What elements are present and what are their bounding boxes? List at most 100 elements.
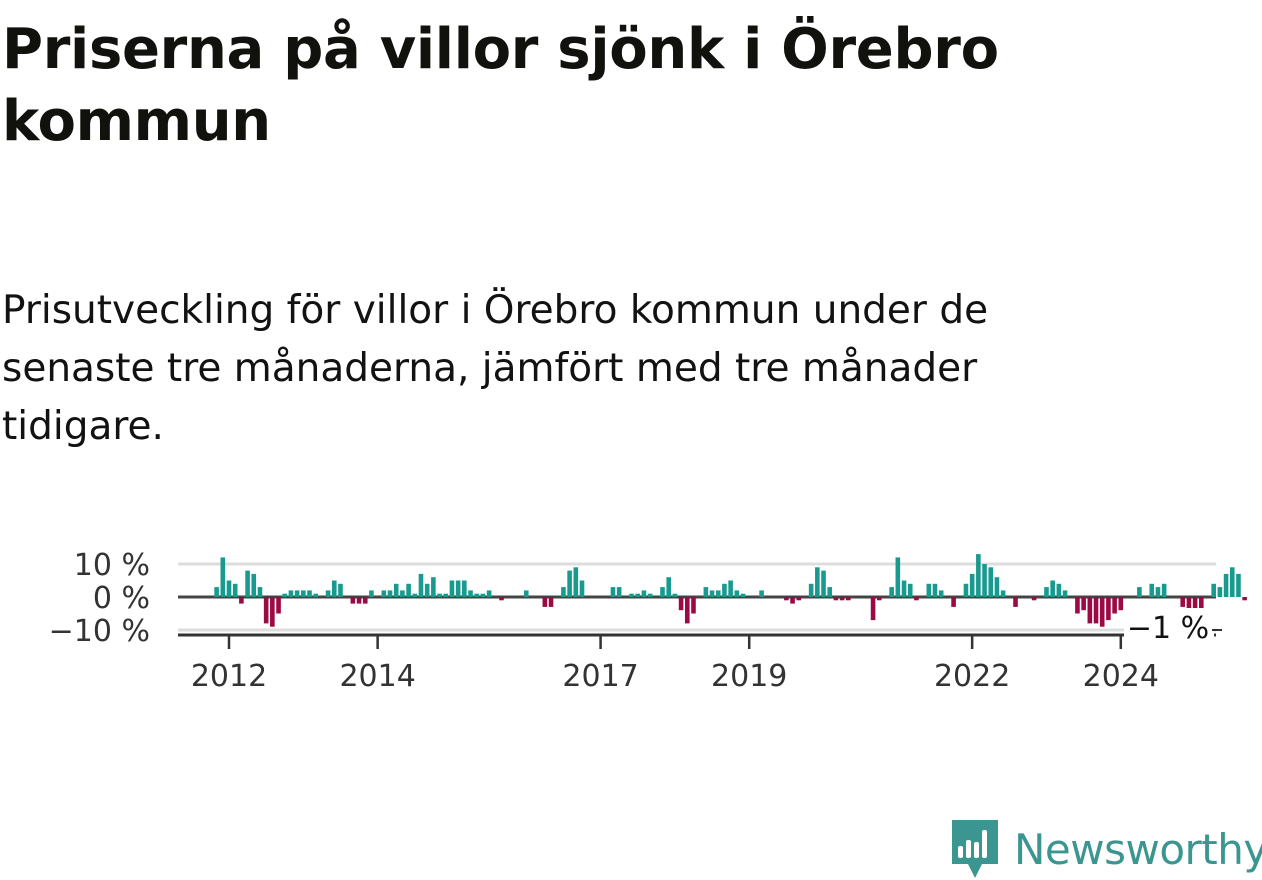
chart-bar [963,583,969,597]
chart-bar [691,597,696,614]
chart-bar [443,593,449,597]
chart-bar [846,597,851,601]
chart-bar [499,597,504,601]
x-tick-label: 2019 [711,659,787,694]
chart-bar [982,564,987,597]
x-axis: 2012 2014 2017 2019 2022 2024 [178,633,1216,694]
y-tick-label: 10 % [74,548,150,583]
chart-bar [839,597,845,601]
last-value-label: −1 % [1127,611,1209,646]
chart-bar [976,554,981,597]
chart-bar [276,597,281,614]
chart-bar [1106,597,1111,621]
chart-bar [703,587,709,597]
chart-bar [548,597,554,607]
x-tick-label: 2017 [562,659,638,694]
chart-bar [431,577,436,597]
chart-bar [412,593,418,597]
chart-bar [870,597,876,621]
chart-bar [1211,583,1216,597]
chart-bar [635,593,641,597]
chart-bar [567,570,572,597]
chart-bar [257,587,263,597]
chart-bar [579,580,585,597]
chart-bar [1093,597,1099,624]
chart-bar [455,580,461,597]
chart-bar [833,597,839,601]
chart-bar [951,597,956,607]
chart-bar [232,583,238,597]
price-change-bar-chart: 10 %0 %−10 % 2012 2014 2017 2019 2022 2024 −1… [49,548,1247,694]
chart-bar [294,590,300,597]
chart-bar [672,593,678,597]
chart-bar [1217,587,1223,597]
chart-bar [815,567,820,597]
chart-bar [821,570,826,597]
newsworthy-logo-icon [952,820,998,878]
chart-bar [1242,597,1247,601]
chart-bar [486,590,492,597]
chart-bar [1013,597,1018,607]
chart-bar [889,587,894,597]
chart-bar [350,597,356,604]
chart-bar [907,583,913,597]
brand-name: Newsworthy [1014,824,1262,874]
chart-bar [1087,597,1093,624]
chart-bar [251,573,257,597]
chart-bar [561,587,566,597]
chart-bar [393,583,399,597]
chart-bar [449,580,455,597]
chart-bar [740,593,746,597]
chart-bar [1149,583,1155,597]
y-axis-labels: 10 %0 %−10 % [49,548,150,649]
chart-bar [1155,587,1161,597]
chart-bar [616,587,622,597]
chart-bar [1075,597,1080,614]
chart-bar [406,583,411,597]
chart-bar [301,590,306,597]
chart-bar [666,577,671,597]
chart-bar [325,590,331,597]
chart-bar [660,587,665,597]
chart-bar [827,587,833,597]
chart-bar [734,590,740,597]
newsworthy-logo: Newsworthy [950,818,1262,880]
chart-bar [1000,590,1006,597]
chart-bar [1056,583,1062,597]
last-value-annotation: −1 % [1124,608,1222,646]
chart-bar [338,583,343,597]
chart-bar [994,577,1000,597]
chart-bar [313,593,318,597]
chart-bar [282,593,288,597]
chart-subtitle: Prisutveckling för villor i Örebro kommu… [2,288,989,449]
chart-bar [759,590,764,597]
page-title: Priserna på villor sjönk i Örebro kommun [2,17,999,154]
chart-bar [362,597,368,604]
chart-bar [926,583,932,597]
chart-bar [523,590,529,597]
chart-bar [715,590,721,597]
chart-bar [796,597,802,601]
chart-bar [1229,567,1235,597]
chart-bar [1118,597,1124,611]
chart-bar [468,590,473,597]
y-tick-label: 0 % [93,581,150,616]
chart-bar [220,557,226,597]
chart-bar [1081,597,1086,611]
chart-bar [1112,597,1117,614]
chart-bar [901,580,907,597]
chart-bar [288,590,294,597]
chart-bar [932,583,938,597]
y-tick-label: −10 % [49,614,150,649]
chart-bar [610,587,616,597]
chart-bar [387,590,393,597]
chart-bar [938,590,944,597]
chart-bar [722,583,727,597]
chart-bar [245,570,250,597]
x-tick-label: 2024 [1083,659,1159,694]
chart-bar [1223,573,1229,597]
chart-bar [876,597,882,601]
chart-bars [214,554,1247,630]
chart-bar [1062,590,1068,597]
chart-bar [1099,597,1105,627]
